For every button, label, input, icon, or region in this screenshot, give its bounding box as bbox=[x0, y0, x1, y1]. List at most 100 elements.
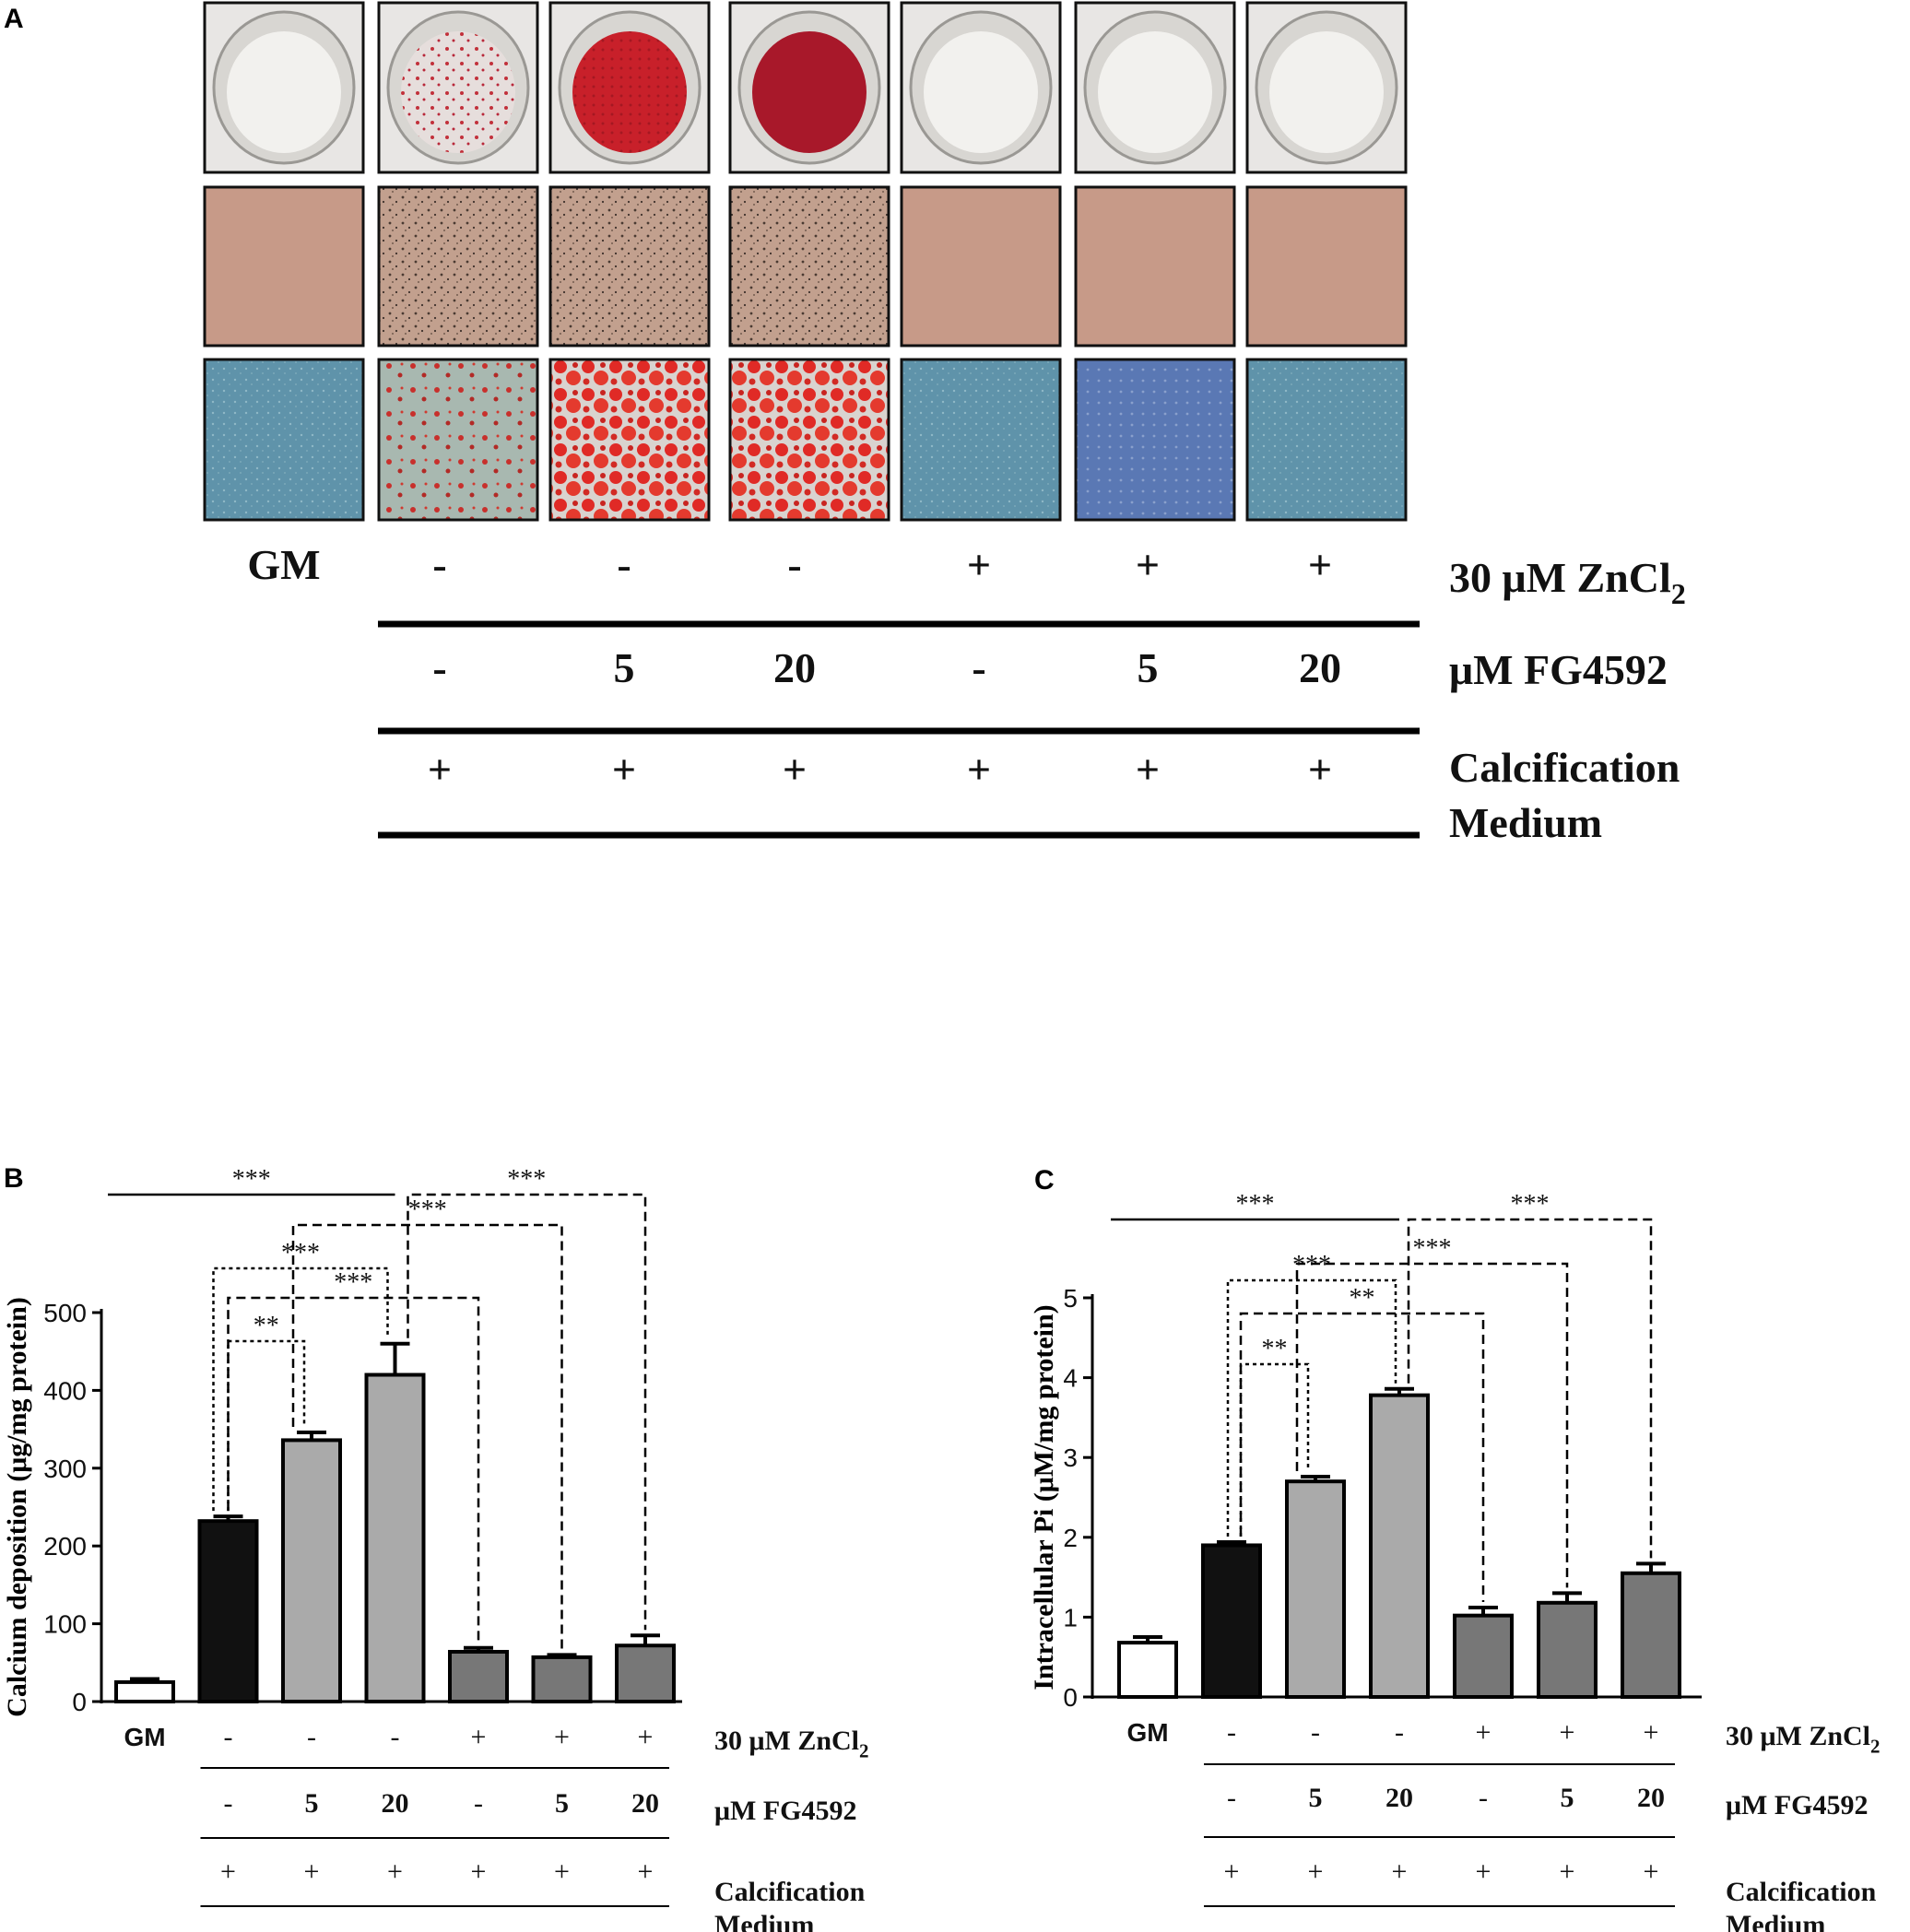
calcification-condition: + bbox=[1308, 1856, 1324, 1887]
fg4592-condition: - bbox=[474, 1788, 483, 1819]
significance-label: ** bbox=[1350, 1284, 1375, 1313]
well-bottom bbox=[572, 31, 687, 153]
significance-label: *** bbox=[507, 1165, 546, 1194]
zn-condition: + bbox=[1136, 541, 1160, 588]
calcification-condition: + bbox=[1224, 1856, 1240, 1887]
gm-label: GM bbox=[247, 541, 320, 588]
significance-label: ** bbox=[1262, 1335, 1288, 1363]
panel-a-images bbox=[203, 1, 1408, 522]
fg4592-condition: 20 bbox=[1385, 1783, 1413, 1813]
fg4592-condition: - bbox=[972, 644, 985, 691]
panel-a-condition-table: GM - - + - 5 + - 20 + + - + +5 + +20 +30 μM ZnCl2 μM FG45… bbox=[247, 541, 1685, 846]
zn-condition: - bbox=[391, 1722, 400, 1752]
significance-label: *** bbox=[281, 1239, 320, 1267]
zn-condition: - bbox=[432, 541, 446, 588]
fg4592-condition: 20 bbox=[773, 644, 816, 691]
fg4592-condition: 5 bbox=[555, 1788, 569, 1819]
y-tick-label: 5 bbox=[1063, 1284, 1078, 1313]
medium-row-label: Medium bbox=[1726, 1910, 1825, 1932]
chart-b: 0 100 200 300 400 500 Calcium deposition (μg/m… bbox=[2, 1165, 869, 1932]
zn-condition: + bbox=[1476, 1717, 1491, 1748]
zn-condition: - bbox=[1395, 1717, 1404, 1748]
zncl2-row-label: 30 μM ZnCl2 bbox=[1726, 1721, 1881, 1757]
significance-label: *** bbox=[1413, 1234, 1452, 1263]
calcification-condition: + bbox=[1136, 746, 1160, 793]
significance-bracket bbox=[227, 1296, 480, 1643]
bar bbox=[531, 1655, 593, 1703]
bar bbox=[1453, 1613, 1514, 1699]
fg4592-row-label: μM FG4592 bbox=[1726, 1790, 1868, 1820]
zn-condition: + bbox=[554, 1722, 570, 1752]
stain-image bbox=[1245, 358, 1408, 522]
zn-condition: + bbox=[1644, 1717, 1659, 1748]
zn-condition: - bbox=[307, 1722, 316, 1752]
calcification-condition: + bbox=[1392, 1856, 1408, 1887]
calcification-condition: + bbox=[1476, 1856, 1491, 1887]
zncl2-row-label: 30 μM ZnCl2 bbox=[1449, 554, 1686, 610]
calcification-condition: + bbox=[612, 746, 636, 793]
bar bbox=[1621, 1571, 1681, 1700]
calcification-condition: + bbox=[220, 1856, 236, 1887]
bar bbox=[615, 1643, 676, 1704]
significance-bracket bbox=[1295, 1262, 1569, 1588]
calcification-condition: + bbox=[638, 1856, 654, 1887]
well-photo bbox=[377, 1, 539, 174]
significance-bracket bbox=[227, 1339, 306, 1512]
well-bottom bbox=[1098, 31, 1212, 153]
micrograph bbox=[1245, 185, 1408, 348]
bar bbox=[1201, 1543, 1262, 1699]
micrograph bbox=[548, 185, 711, 348]
well-bottom bbox=[752, 31, 867, 153]
calcification-condition: + bbox=[428, 746, 452, 793]
well-bottom bbox=[401, 31, 515, 153]
fg4592-condition: 5 bbox=[1561, 1783, 1574, 1813]
well-bottom bbox=[924, 31, 1038, 153]
y-tick-label: 0 bbox=[72, 1688, 87, 1716]
calcification-condition: + bbox=[471, 1856, 487, 1887]
bar bbox=[364, 1372, 426, 1704]
micrograph bbox=[1074, 185, 1236, 348]
fg4592-condition: - bbox=[224, 1788, 233, 1819]
significance-bracket bbox=[1226, 1278, 1397, 1537]
zn-condition: - bbox=[787, 541, 801, 588]
significance-label: *** bbox=[1292, 1251, 1331, 1279]
calcification-row-label: Calcification bbox=[1726, 1877, 1877, 1907]
calcification-condition: + bbox=[387, 1856, 403, 1887]
medium-row-label: Medium bbox=[714, 1910, 814, 1932]
calcification-row-label: Calcification bbox=[1449, 744, 1680, 791]
y-axis-label: Intracellular Pi (μM/mg protein) bbox=[1029, 1304, 1059, 1690]
y-tick-label: 4 bbox=[1063, 1364, 1078, 1393]
zn-condition: - bbox=[224, 1722, 233, 1752]
calcification-condition: + bbox=[304, 1856, 320, 1887]
y-tick-label: 400 bbox=[43, 1376, 87, 1405]
panel-b-label: B bbox=[4, 1163, 24, 1194]
calcification-condition: + bbox=[783, 746, 807, 793]
micrograph bbox=[377, 185, 539, 348]
bar bbox=[1369, 1393, 1430, 1699]
bar bbox=[448, 1649, 509, 1704]
fg4592-condition: 20 bbox=[382, 1788, 409, 1819]
y-tick-label: 0 bbox=[1063, 1683, 1078, 1712]
well-photo bbox=[1074, 1, 1236, 174]
significance-bracket bbox=[212, 1266, 389, 1512]
stain-image bbox=[900, 358, 1062, 522]
significance-label: *** bbox=[1236, 1190, 1275, 1219]
fg4592-condition: 5 bbox=[1138, 644, 1159, 691]
significance-bracket bbox=[291, 1223, 563, 1650]
well-photo bbox=[728, 1, 890, 174]
medium-row-label: Medium bbox=[1449, 799, 1602, 846]
fg4592-condition: - bbox=[1227, 1783, 1236, 1813]
calcification-condition: + bbox=[1644, 1856, 1659, 1887]
stain-image bbox=[377, 358, 539, 522]
significance-label: *** bbox=[232, 1165, 271, 1194]
y-tick-label: 1 bbox=[1063, 1603, 1078, 1632]
zn-condition: + bbox=[967, 541, 991, 588]
stain-image bbox=[1074, 358, 1236, 522]
bar bbox=[1285, 1479, 1346, 1700]
y-tick-label: 100 bbox=[43, 1610, 87, 1639]
zn-condition: + bbox=[1560, 1717, 1575, 1748]
significance-bracket bbox=[1407, 1218, 1653, 1559]
y-tick-label: 200 bbox=[43, 1532, 87, 1561]
well-photo bbox=[548, 1, 711, 174]
